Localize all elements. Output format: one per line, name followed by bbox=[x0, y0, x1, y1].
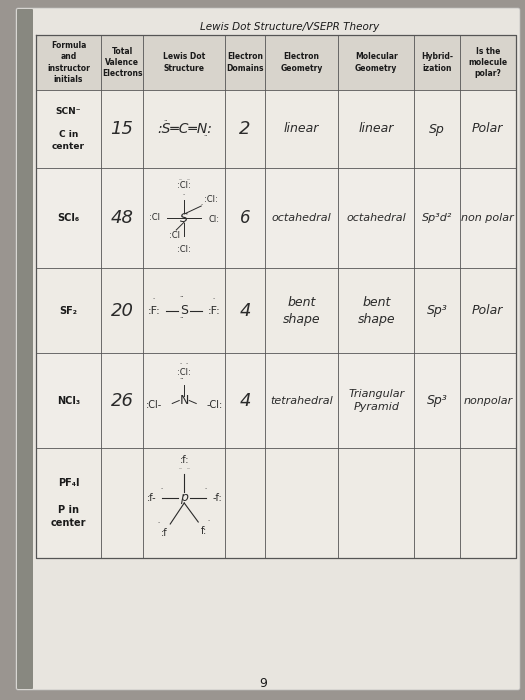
FancyBboxPatch shape bbox=[16, 8, 520, 690]
Text: :Cl:: :Cl: bbox=[177, 246, 191, 255]
Text: bent
shape: bent shape bbox=[282, 295, 320, 326]
Text: ··: ·· bbox=[152, 297, 156, 302]
Text: ··: ·· bbox=[204, 486, 208, 491]
Text: -Cl:: -Cl: bbox=[206, 400, 223, 410]
Text: nonpolar: nonpolar bbox=[463, 395, 512, 405]
Text: :f: :f bbox=[161, 528, 167, 538]
Text: octahedral: octahedral bbox=[346, 213, 406, 223]
Bar bbox=[36, 90, 516, 168]
Text: :F:: :F: bbox=[208, 305, 220, 316]
Text: Total
Valence
Electrons: Total Valence Electrons bbox=[102, 47, 142, 78]
Text: Hybrid-
ization: Hybrid- ization bbox=[421, 52, 453, 73]
Text: :f:: :f: bbox=[180, 455, 189, 465]
Text: 15: 15 bbox=[111, 120, 134, 138]
Text: ··: ·· bbox=[179, 316, 183, 321]
Text: Triangular
Pyramid: Triangular Pyramid bbox=[348, 389, 404, 412]
Text: :Cl: :Cl bbox=[169, 232, 180, 241]
Text: ··: ·· bbox=[186, 466, 190, 471]
Text: S: S bbox=[180, 211, 188, 225]
Text: ··: ·· bbox=[201, 202, 204, 207]
Text: 20: 20 bbox=[111, 302, 134, 319]
Text: 2: 2 bbox=[239, 120, 251, 138]
Text: p: p bbox=[180, 491, 188, 505]
Text: :S═C═N:: :S═C═N: bbox=[157, 122, 212, 136]
Text: :F:: :F: bbox=[148, 305, 161, 316]
Text: NCl₃: NCl₃ bbox=[57, 395, 80, 405]
Bar bbox=[36, 448, 516, 558]
Text: 4: 4 bbox=[239, 302, 251, 319]
Text: Sp³: Sp³ bbox=[427, 304, 447, 317]
Text: non polar: non polar bbox=[461, 213, 514, 223]
Text: Sp³d²: Sp³d² bbox=[422, 213, 452, 223]
Bar bbox=[36, 268, 516, 353]
Bar bbox=[36, 353, 516, 448]
Text: 26: 26 bbox=[111, 391, 134, 409]
Text: SF₂: SF₂ bbox=[59, 305, 78, 316]
Text: Polar: Polar bbox=[472, 122, 503, 136]
Text: Electron
Domains: Electron Domains bbox=[226, 52, 264, 73]
Text: ··: ·· bbox=[179, 295, 183, 300]
Text: octahedral: octahedral bbox=[271, 213, 331, 223]
Text: N: N bbox=[180, 394, 189, 407]
Text: Sp: Sp bbox=[429, 122, 445, 136]
Text: ··: ·· bbox=[180, 361, 183, 367]
Text: 4: 4 bbox=[239, 391, 251, 409]
Text: tetrahedral: tetrahedral bbox=[270, 395, 333, 405]
Text: PF₄I

P in
center: PF₄I P in center bbox=[51, 478, 86, 528]
Text: Formula
and
instructor
initials: Formula and instructor initials bbox=[47, 41, 90, 83]
Text: linear: linear bbox=[359, 122, 394, 136]
Bar bbox=[36, 168, 516, 268]
Text: Cl:: Cl: bbox=[209, 216, 220, 225]
Text: ..: .. bbox=[178, 176, 182, 181]
Text: ··: ·· bbox=[164, 118, 168, 124]
Text: Lewis Dot
Structure: Lewis Dot Structure bbox=[163, 52, 205, 73]
Text: ··: ·· bbox=[161, 486, 164, 491]
Text: Sp³: Sp³ bbox=[427, 394, 447, 407]
Text: Electron
Geometry: Electron Geometry bbox=[280, 52, 322, 73]
Text: Molecular
Geometry: Molecular Geometry bbox=[355, 52, 397, 73]
Text: ··: ·· bbox=[179, 377, 183, 382]
FancyBboxPatch shape bbox=[17, 9, 33, 689]
Text: bent
shape: bent shape bbox=[358, 295, 395, 326]
Text: -f:: -f: bbox=[212, 493, 222, 503]
Text: linear: linear bbox=[284, 122, 319, 136]
Text: 9: 9 bbox=[259, 677, 267, 690]
Bar bbox=[36, 35, 516, 90]
Text: ··: ·· bbox=[178, 466, 182, 471]
Text: S: S bbox=[180, 304, 188, 317]
Text: :Cl:: :Cl: bbox=[177, 181, 191, 190]
Text: 6: 6 bbox=[239, 209, 250, 227]
Text: :f-: :f- bbox=[146, 493, 156, 503]
Text: ··: ·· bbox=[183, 192, 186, 197]
Text: SCN⁻

C in
center: SCN⁻ C in center bbox=[52, 107, 85, 151]
Text: :Cl-: :Cl- bbox=[146, 400, 162, 410]
Text: ··: ·· bbox=[203, 133, 207, 139]
Text: ··: ·· bbox=[185, 361, 189, 367]
Text: :Cl:: :Cl: bbox=[204, 195, 218, 204]
Text: Lewis Dot Structure/VSEPR Theory: Lewis Dot Structure/VSEPR Theory bbox=[201, 22, 380, 32]
Text: ··: ·· bbox=[158, 520, 161, 525]
Text: ..: .. bbox=[186, 176, 190, 181]
Text: :Cl:: :Cl: bbox=[177, 368, 191, 377]
Text: :Cl: :Cl bbox=[149, 214, 160, 223]
Text: Polar: Polar bbox=[472, 304, 503, 317]
Text: Is the
molecule
polar?: Is the molecule polar? bbox=[468, 47, 507, 78]
Text: ··: ·· bbox=[207, 518, 211, 523]
Text: f:: f: bbox=[201, 526, 207, 536]
Text: ··: ·· bbox=[213, 297, 216, 302]
Text: SCl₆: SCl₆ bbox=[57, 213, 79, 223]
Text: 48: 48 bbox=[111, 209, 134, 227]
